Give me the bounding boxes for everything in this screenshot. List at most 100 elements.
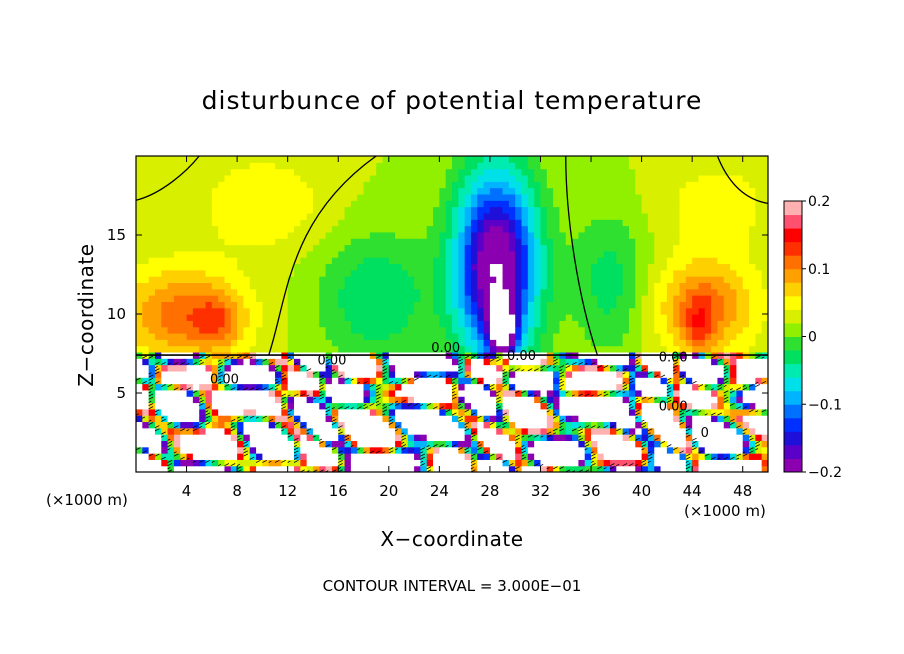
field-cell	[660, 434, 668, 441]
field-cell	[338, 250, 346, 258]
field-cell	[350, 257, 358, 265]
field-cell	[142, 288, 150, 296]
field-cell	[717, 465, 725, 472]
field-cell	[502, 358, 510, 366]
field-cell	[287, 326, 295, 334]
field-cell	[578, 288, 586, 296]
field-cell	[628, 250, 636, 258]
field-cell	[698, 345, 706, 353]
field-cell	[218, 332, 226, 340]
field-cell	[489, 225, 497, 233]
field-cell	[249, 225, 257, 233]
field-cell	[312, 206, 320, 214]
field-cell	[591, 225, 598, 233]
field-cell	[641, 156, 649, 163]
field-cell	[199, 345, 207, 353]
field-cell	[331, 225, 339, 233]
field-cell	[742, 231, 750, 239]
field-cell	[325, 162, 333, 170]
field-cell	[294, 370, 301, 378]
field-cell	[610, 269, 617, 277]
field-cell	[287, 257, 295, 265]
field-cell	[211, 295, 219, 302]
field-cell	[641, 465, 649, 472]
field-cell	[508, 377, 516, 385]
field-cell	[256, 383, 263, 391]
field-cell	[559, 219, 567, 227]
field-cell	[338, 383, 346, 391]
field-cell	[679, 370, 687, 378]
field-cell	[344, 276, 352, 283]
field-cell	[742, 396, 750, 404]
field-cell	[685, 377, 693, 385]
field-cell	[666, 339, 674, 347]
field-cell	[679, 181, 687, 189]
field-cell	[591, 282, 598, 290]
field-cell	[736, 200, 744, 208]
field-cell	[294, 408, 301, 416]
field-cell	[142, 459, 150, 467]
field-cell	[603, 168, 611, 176]
field-cell	[154, 168, 162, 176]
field-cell	[338, 396, 346, 404]
field-cell	[325, 301, 333, 309]
field-cell	[736, 162, 744, 170]
field-cell	[742, 345, 750, 353]
field-cell	[489, 282, 497, 290]
field-cell	[167, 459, 175, 467]
field-cell	[534, 427, 542, 435]
field-cell	[622, 421, 630, 429]
field-cell	[243, 339, 251, 347]
field-cell	[306, 156, 314, 163]
field-cell	[736, 314, 744, 321]
field-cell	[256, 206, 263, 214]
field-cell	[268, 459, 276, 467]
field-cell	[717, 200, 725, 208]
field-cell	[344, 244, 352, 252]
field-cell	[755, 453, 763, 460]
field-cell	[161, 370, 169, 378]
field-cell	[445, 231, 453, 239]
field-cell	[527, 200, 535, 208]
field-cell	[502, 181, 510, 189]
field-cell	[610, 396, 617, 404]
field-cell	[173, 421, 181, 429]
field-cell	[704, 156, 712, 163]
field-cell	[281, 206, 289, 214]
field-cell	[635, 402, 643, 410]
field-cell	[477, 383, 485, 391]
field-cell	[167, 396, 175, 404]
field-cell	[591, 295, 598, 302]
field-cell	[445, 440, 453, 448]
field-cell	[224, 301, 232, 309]
field-cell	[230, 383, 238, 391]
field-cell	[357, 408, 365, 416]
field-cell	[723, 434, 731, 441]
field-cell	[256, 200, 263, 208]
field-cell	[496, 263, 504, 271]
field-cell	[553, 459, 561, 467]
field-cell	[464, 238, 472, 246]
field-cell	[641, 212, 649, 220]
field-cell	[224, 345, 232, 353]
field-cell	[426, 276, 434, 283]
field-cell	[546, 244, 554, 252]
field-cell	[736, 326, 744, 334]
field-cell	[635, 231, 643, 239]
field-cell	[357, 339, 365, 347]
field-cell	[483, 383, 491, 391]
field-cell	[167, 314, 175, 321]
field-cell	[142, 168, 150, 176]
field-cell	[237, 276, 245, 283]
field-cell	[167, 225, 175, 233]
field-cell	[407, 421, 415, 429]
field-cell	[192, 383, 200, 391]
field-cell	[357, 212, 365, 220]
field-cell	[452, 326, 459, 334]
field-cell	[483, 427, 491, 435]
field-cell	[534, 307, 542, 315]
field-cell	[218, 320, 226, 328]
field-cell	[306, 250, 314, 258]
field-cell	[723, 206, 731, 214]
field-cell	[161, 288, 169, 296]
